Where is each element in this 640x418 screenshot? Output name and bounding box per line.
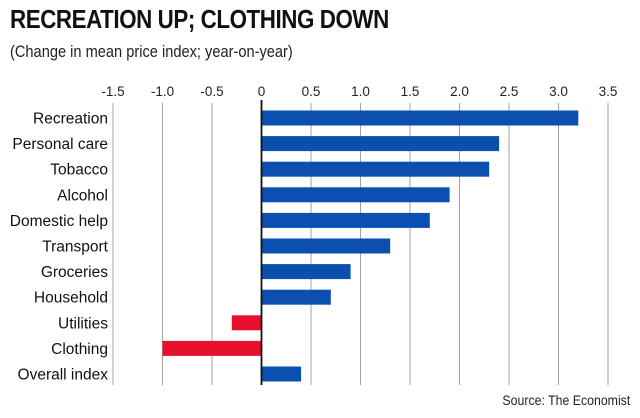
bar-utilities [231,315,262,331]
category-label: Personal care [12,136,108,153]
bar-recreation [261,110,579,126]
category-label: Recreation [33,111,108,128]
x-tick-label: 0 [258,84,266,99]
category-label: Clothing [51,341,108,358]
category-label: Alcohol [57,187,108,204]
x-tick-label: 3.5 [599,84,618,99]
category-label: Household [34,290,108,307]
x-tick-labels: -1.5 -1.0 -0.5 0 0.5 1.0 1.5 2.0 2.5 3.0 3.5 [101,84,617,99]
x-tick-label: 1.5 [401,84,420,99]
category-label: Groceries [41,264,108,281]
category-label: Transport [42,239,108,256]
bar-clothing [162,340,262,356]
category-label: Utilities [58,315,108,332]
x-tick-label: 0.5 [302,84,321,99]
category-label: Overall index [18,367,109,384]
x-tick-label: 3.0 [549,84,568,99]
bar-tobacco [261,161,490,177]
x-tick-label: 2.0 [450,84,469,99]
x-tick-label: -1.5 [101,84,124,99]
category-labels: Recreation Personal care Tobacco Alcohol Dom… [10,111,109,384]
bars [162,110,579,382]
chart-subtitle: (Change in mean price index; year-on-yea… [10,42,293,61]
bar-transport [261,238,391,254]
bar-domestic-help [261,212,430,228]
source-note: Source: The Economist [502,392,630,408]
bar-household [261,289,331,305]
category-label: Tobacco [50,162,108,179]
x-tick-label: -1.0 [151,84,174,99]
bar-personal-care [261,136,500,152]
bar-groceries [261,264,351,280]
chart-title: RECREATION UP; CLOTHING DOWN [10,4,389,34]
category-label: Domestic help [10,213,108,230]
x-tick-label: 1.0 [351,84,370,99]
x-tick-label: 2.5 [500,84,519,99]
bar-overall-index [261,366,302,382]
bar-alcohol [261,187,450,203]
x-tick-label: -0.5 [200,84,223,99]
